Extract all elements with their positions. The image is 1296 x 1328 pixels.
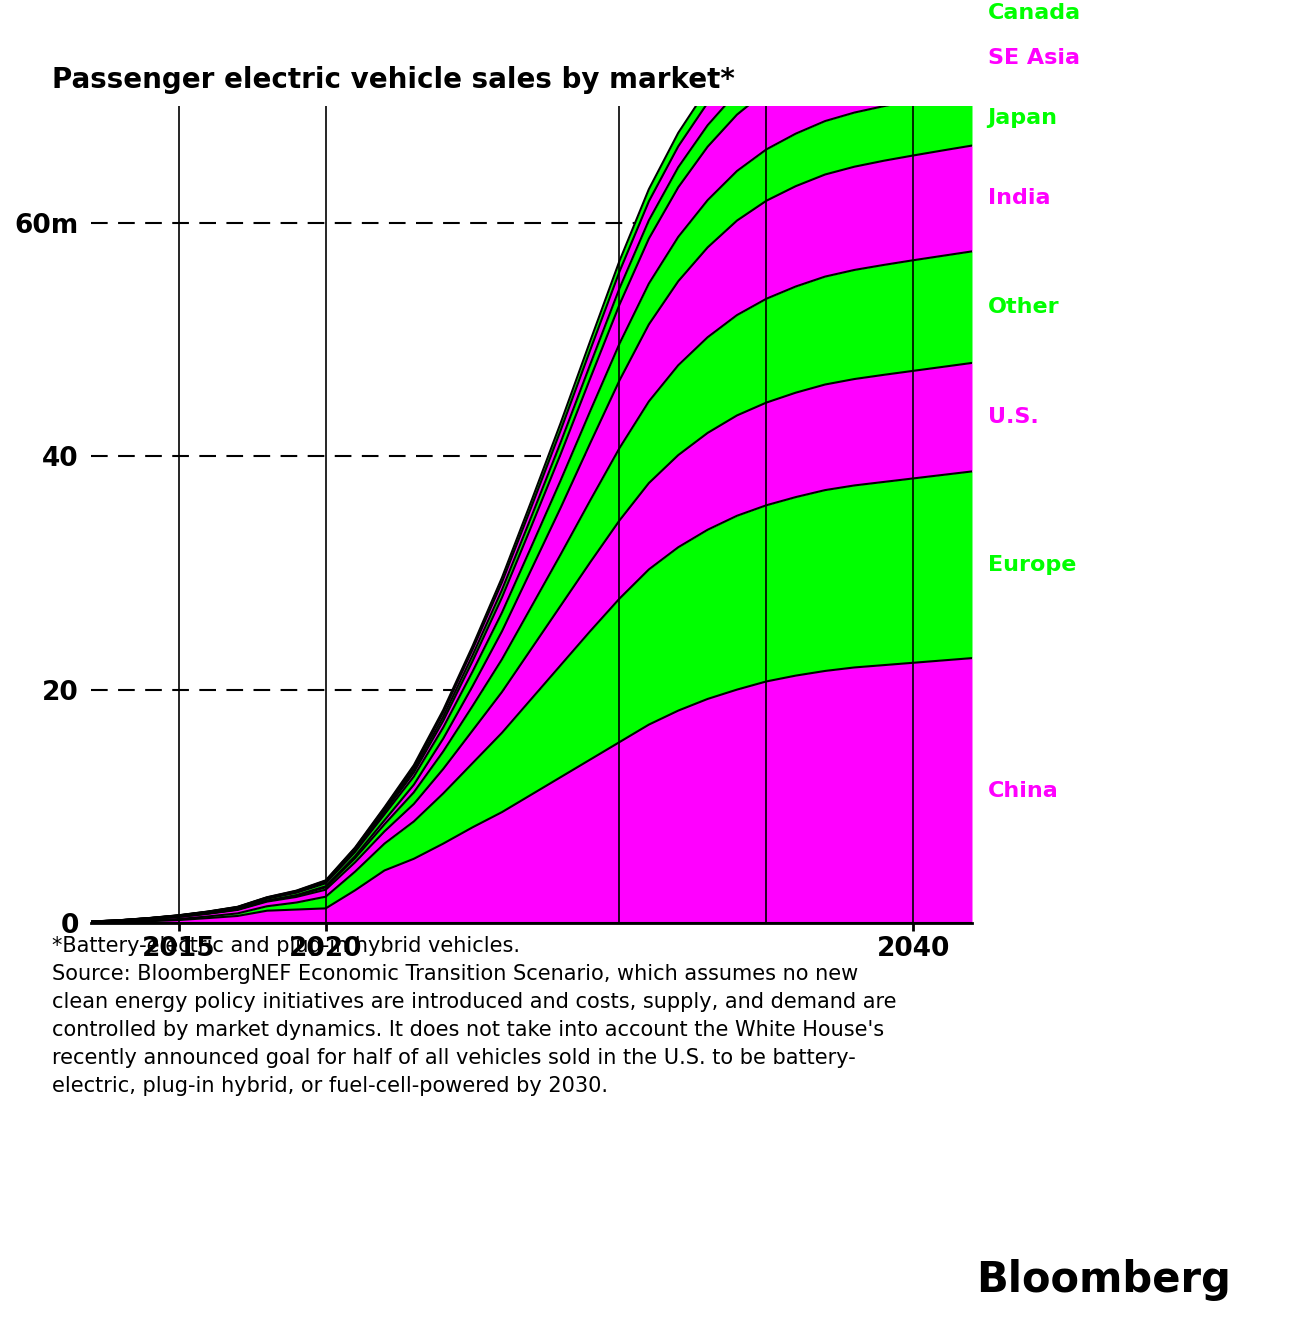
Text: Passenger electric vehicle sales by market*: Passenger electric vehicle sales by mark… [52, 66, 735, 94]
Text: Japan: Japan [988, 108, 1058, 127]
Text: Bloomberg: Bloomberg [976, 1259, 1231, 1301]
Text: SE Asia: SE Asia [988, 48, 1080, 68]
Text: India: India [988, 189, 1050, 208]
Text: Canada: Canada [988, 4, 1081, 24]
Text: *Battery-electric and plug-in hybrid vehicles.
Source: BloombergNEF Economic Tra: *Battery-electric and plug-in hybrid veh… [52, 936, 897, 1096]
Text: U.S.: U.S. [988, 408, 1038, 428]
Text: China: China [988, 781, 1059, 801]
Text: Other: Other [988, 297, 1059, 317]
Text: Europe: Europe [988, 555, 1076, 575]
